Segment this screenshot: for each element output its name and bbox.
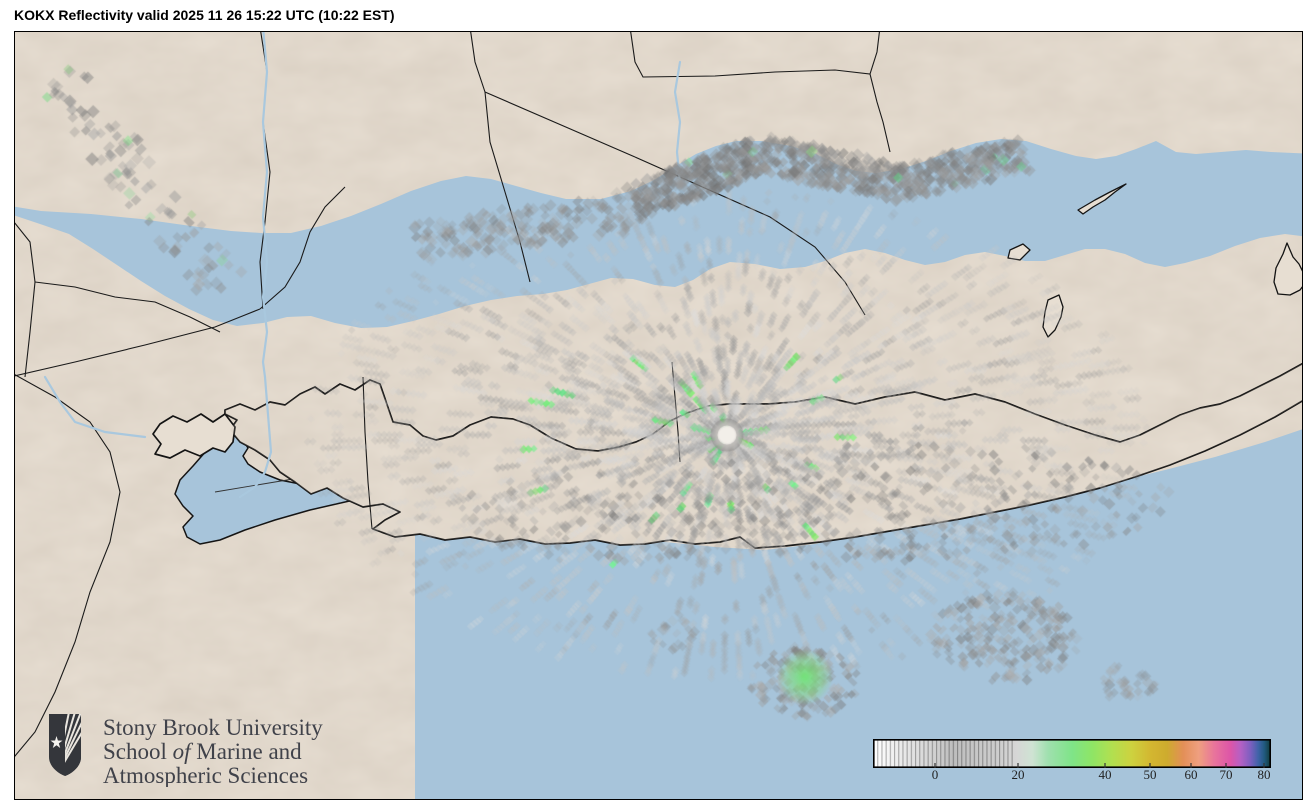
- svg-text:School of Marine and: School of Marine and: [103, 739, 302, 764]
- svg-text:Atmospheric Sciences: Atmospheric Sciences: [103, 763, 308, 787]
- svg-text:Stony Brook University: Stony Brook University: [103, 715, 323, 740]
